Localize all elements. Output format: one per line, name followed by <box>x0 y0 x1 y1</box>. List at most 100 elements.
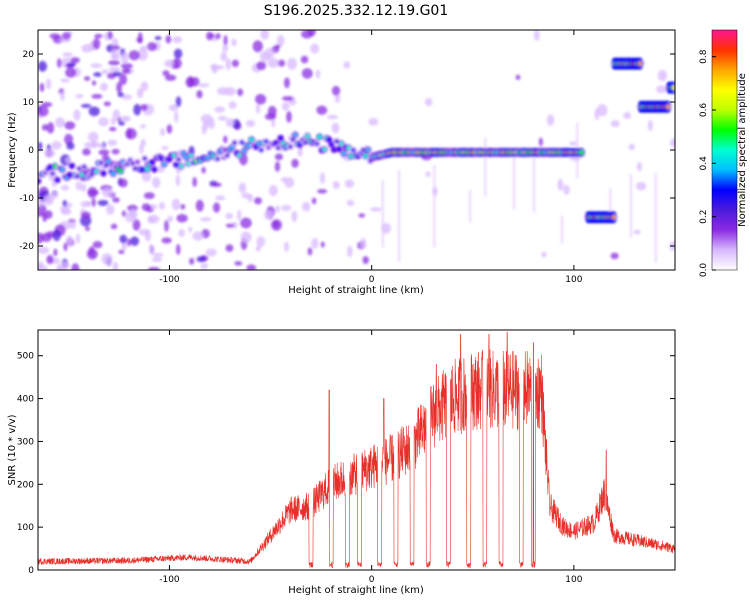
heatmap-cell <box>98 149 110 156</box>
heatmap-ridge-core <box>47 165 53 170</box>
heatmap-cell <box>94 33 103 39</box>
heatmap-cell <box>92 241 103 249</box>
heatmap-cell <box>610 252 619 260</box>
heatmap-ridge-core <box>288 144 293 149</box>
heatmap-cell <box>255 245 261 252</box>
heatmap-cell <box>38 232 44 244</box>
heatmap-cell <box>311 197 317 205</box>
heatmap-cell <box>57 266 65 270</box>
heatmap-cell <box>91 198 96 207</box>
heatmap-cell <box>310 43 320 54</box>
heatmap-cell <box>120 63 133 70</box>
heatmap-cell <box>596 104 608 117</box>
heatmap-ridge-core <box>263 139 269 144</box>
x-tick-label: -100 <box>159 575 180 585</box>
heatmap-cell <box>121 94 133 100</box>
heatmap-cell <box>302 201 311 212</box>
heatmap-cell <box>633 229 641 235</box>
heatmap-cell <box>282 101 290 112</box>
heatmap-cell <box>657 69 668 82</box>
heatmap-cell <box>274 153 284 161</box>
heatmap-ridge-core <box>232 140 237 145</box>
heatmap-cell <box>225 244 234 252</box>
heatmap-streak <box>469 189 472 223</box>
heatmap-ridge-core <box>351 148 356 153</box>
heatmap-ridge-core <box>329 142 334 147</box>
heatmap-cell <box>51 141 62 150</box>
heatmap-cell <box>152 252 164 257</box>
heatmap-cell <box>160 127 166 137</box>
heatmap-ridge-core <box>149 160 155 165</box>
heatmap-cell <box>252 40 263 53</box>
heatmap-cell <box>108 66 121 73</box>
colorbar-ticks: 0.0 0.2 0.4 0.6 0.8 <box>699 49 716 277</box>
heatmap-cell <box>166 124 173 134</box>
colorbar-tick-label: 0.8 <box>699 49 709 64</box>
heatmap-cell <box>228 101 237 109</box>
heatmap-cell <box>189 257 195 265</box>
heatmap-cell <box>317 189 328 194</box>
heatmap-cell <box>670 138 675 148</box>
heatmap-cell <box>223 35 228 47</box>
heatmap-cell <box>70 57 80 64</box>
snr-ticks: -100 0 100 0 100 200 300 400 500 <box>17 330 675 585</box>
heatmap-ridge-core <box>302 140 308 145</box>
heatmap-cell <box>200 262 209 270</box>
heatmap-cell <box>139 143 144 154</box>
heatmap-cell <box>332 181 340 190</box>
heatmap-cell <box>192 231 204 241</box>
heatmap-cell <box>192 177 197 188</box>
snr-xlabel: Height of straight line (km) <box>288 585 424 596</box>
heatmap-cell <box>344 179 355 188</box>
heatmap-cell <box>136 37 143 43</box>
heatmap-cell <box>274 205 281 213</box>
heatmap-cell <box>60 78 70 83</box>
y-tick-label: -20 <box>19 242 34 252</box>
heatmap-streak <box>397 170 400 262</box>
heatmap-cell <box>92 38 101 50</box>
heatmap-streak <box>654 173 657 263</box>
spectrogram-ylabel: Frequency (Hz) <box>7 112 18 188</box>
heatmap-cell <box>268 184 278 197</box>
heatmap-cell <box>60 208 72 215</box>
y-tick-label: 400 <box>17 395 34 405</box>
heatmap-cell <box>112 197 120 203</box>
heatmap-cell <box>46 254 54 265</box>
heatmap-cell <box>171 198 181 211</box>
y-tick-label: -10 <box>19 194 34 204</box>
heatmap-cell <box>121 210 127 217</box>
heatmap-ridge-core <box>225 153 230 158</box>
heatmap-cell <box>118 178 128 188</box>
heatmap-cell <box>121 115 127 122</box>
heatmap-ridge-core <box>246 143 252 148</box>
heatmap-cell <box>205 248 217 257</box>
heatmap-ridge-core <box>239 140 245 145</box>
heatmap-ridge-core <box>249 137 254 142</box>
heatmap-cell <box>271 118 276 128</box>
y-tick-label: 20 <box>23 50 35 60</box>
heatmap-cell <box>188 226 193 233</box>
heatmap-cell <box>148 266 160 270</box>
heatmap-cell <box>245 119 256 127</box>
heatmap-cell <box>119 73 128 86</box>
heatmap-cell <box>38 261 44 270</box>
heatmap-cell <box>65 157 72 164</box>
colorbar-tick-label: 0.6 <box>699 103 709 118</box>
heatmap-cell <box>231 59 239 68</box>
heatmap-cell <box>281 204 292 212</box>
heatmap-cell <box>180 203 186 210</box>
heatmap-cell <box>107 30 113 40</box>
heatmap-cell <box>280 177 288 183</box>
heatmap-ridge-core <box>290 137 295 142</box>
heatmap-cell <box>111 148 120 155</box>
colorbar-label: Normalized spectral amplitude <box>737 73 748 227</box>
heatmap-cell <box>195 199 204 212</box>
heatmap-cell <box>172 36 183 44</box>
heatmap-cell <box>41 101 53 108</box>
heatmap-cell <box>327 114 339 120</box>
spectrogram-xlabel: Height of straight line (km) <box>288 285 424 296</box>
x-tick-label: 0 <box>369 575 375 585</box>
heatmap-cell <box>112 109 121 121</box>
